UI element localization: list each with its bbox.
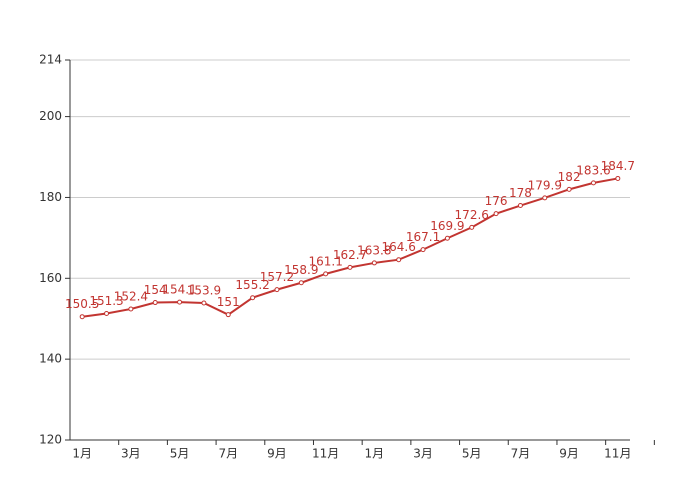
data-label: 172.6: [455, 208, 489, 222]
data-label: 167.1: [406, 230, 440, 244]
y-tick-label: 140: [39, 352, 62, 366]
y-tick-label: 160: [39, 271, 62, 285]
data-label: 158.9: [284, 263, 318, 277]
data-label: 154.1: [162, 283, 196, 297]
point: [225, 312, 231, 318]
x-tick-label: 5月: [170, 447, 190, 461]
data-label: 169.9: [430, 219, 464, 233]
point: [323, 271, 329, 277]
point: [420, 247, 426, 253]
point: [590, 180, 596, 186]
point: [201, 300, 207, 306]
x-tick-label: 3月: [413, 447, 433, 461]
point: [371, 260, 377, 266]
data-label: 163.8: [357, 243, 391, 257]
x-tick-label: 7月: [218, 447, 238, 461]
point: [177, 299, 183, 305]
data-label: 176: [485, 194, 508, 208]
data-label: 151: [217, 295, 240, 309]
data-label: 162.7: [333, 248, 367, 262]
point: [128, 306, 134, 312]
data-label: 184.7: [601, 159, 635, 173]
data-label: 154: [144, 283, 167, 297]
point: [396, 257, 402, 263]
data-label: 178: [509, 186, 532, 200]
point: [469, 224, 475, 230]
point: [274, 287, 280, 293]
point: [444, 235, 450, 241]
x-tick-label: 11月: [312, 447, 339, 461]
data-label: 157.2: [260, 270, 294, 284]
x-tick-label: 9月: [267, 447, 287, 461]
point: [566, 186, 572, 192]
x-tick-label: 1月: [72, 447, 92, 461]
x-tick-label: 9月: [559, 447, 579, 461]
data-label: 150.5: [65, 297, 99, 311]
y-tick-label: 120: [39, 433, 62, 447]
data-label: 161.1: [308, 254, 342, 268]
point: [104, 310, 110, 316]
data-label: 155.2: [235, 278, 269, 292]
data-label: 182: [558, 170, 581, 184]
point: [615, 175, 621, 181]
data-label: 164.6: [382, 240, 416, 254]
point: [517, 203, 523, 209]
y-tick-label: 214: [39, 53, 62, 67]
x-tick-label: 5月: [462, 447, 482, 461]
y-tick-label: 180: [39, 190, 62, 204]
data-label: 152.4: [114, 290, 148, 304]
data-label: 183.6: [576, 163, 610, 177]
x-tick-label: 3月: [121, 447, 141, 461]
point: [250, 295, 256, 301]
x-tick-label: 1月: [365, 447, 385, 461]
point: [493, 211, 499, 217]
point: [79, 314, 85, 320]
data-label: 153.9: [187, 283, 221, 297]
y-tick-label: 200: [39, 109, 62, 123]
point: [152, 300, 158, 306]
x-tick-label: 7月: [511, 447, 531, 461]
data-label: 151.3: [89, 294, 123, 308]
point: [298, 280, 304, 286]
point: [542, 195, 548, 201]
data-label: 179.9: [528, 178, 562, 192]
x-tick-label: 11月: [604, 447, 631, 461]
point: [347, 264, 353, 270]
